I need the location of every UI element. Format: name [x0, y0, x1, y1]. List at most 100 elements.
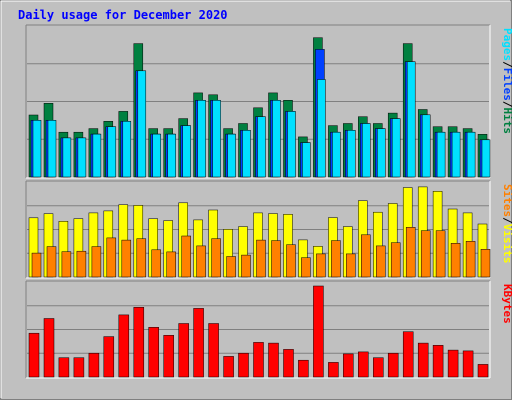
bar-pages-day-11	[182, 125, 191, 178]
bar-sites-day-14	[226, 256, 236, 278]
bar-pages-day-19	[302, 142, 311, 178]
bar-pages-day-1	[32, 120, 42, 178]
bar-kbytes-day-17	[268, 342, 279, 378]
bar-kbytes-day-31	[477, 364, 489, 378]
bar-kbytes-day-13	[208, 323, 219, 378]
legend-separator: /	[501, 101, 512, 108]
bar-kbytes-day-22	[343, 353, 354, 378]
legend-label-files: Files	[501, 68, 512, 101]
bar-pages-day-26	[406, 61, 416, 178]
bar-sites-day-28	[435, 230, 446, 278]
bar-kbytes-day-14	[223, 356, 234, 378]
panel-middle: Sites/Visits	[25, 180, 512, 279]
bar-pages-day-22	[347, 130, 356, 178]
bar-kbytes-day-30	[462, 350, 474, 378]
bar-pages-day-29	[451, 131, 461, 178]
bar-sites-day-26	[405, 227, 416, 278]
bar-pages-day-18	[287, 111, 296, 178]
panel-bottom: KBytes	[25, 280, 512, 379]
bar-kbytes-day-8	[133, 307, 145, 378]
legend-separator: /	[501, 61, 512, 68]
bar-sites-day-18	[286, 244, 296, 278]
bar-kbytes-day-20	[313, 285, 324, 378]
bar-pages-day-2	[47, 120, 57, 178]
bar-kbytes-day-7	[118, 314, 130, 378]
panel-top: Pages/Files/Hits	[25, 24, 512, 179]
bar-sites-day-1	[31, 252, 42, 278]
bar-pages-day-28	[436, 131, 446, 178]
bar-kbytes-day-26	[402, 331, 414, 378]
legend-separator: /	[501, 217, 512, 224]
bar-pages-day-20	[317, 79, 326, 178]
bar-sites-day-29	[450, 243, 461, 278]
bar-pages-day-15	[242, 130, 251, 178]
bar-kbytes-day-2	[43, 318, 55, 378]
bar-pages-day-3	[62, 137, 72, 178]
bar-kbytes-day-9	[148, 327, 159, 378]
bar-sites-day-2	[46, 246, 57, 278]
bar-pages-day-9	[152, 133, 161, 178]
legend-label-pages: Pages	[501, 28, 512, 61]
bar-pages-day-25	[391, 118, 401, 178]
bar-sites-day-22	[346, 253, 356, 278]
bar-sites-day-11	[181, 235, 191, 278]
chart-title: Daily usage for December 2020	[18, 8, 228, 22]
bar-sites-day-15	[241, 254, 251, 278]
bar-sites-day-6	[106, 237, 117, 278]
bar-sites-day-5	[91, 246, 102, 278]
bar-sites-day-19	[301, 257, 311, 278]
legend-label-visits: Visits	[501, 224, 512, 264]
bar-kbytes-day-24	[373, 357, 384, 378]
bar-pages-day-16	[257, 116, 266, 178]
bar-kbytes-day-5	[88, 352, 100, 378]
legend-label-hits: Hits	[501, 108, 512, 135]
bar-sites-day-24	[376, 245, 386, 278]
bar-kbytes-day-11	[178, 323, 189, 378]
bar-sites-day-12	[196, 245, 206, 278]
bar-pages-day-23	[362, 123, 371, 178]
panel-middle-legend: Sites/Visits	[501, 184, 512, 264]
panel-top-legend: Pages/Files/Hits	[501, 28, 512, 134]
bar-pages-day-10	[167, 133, 176, 178]
bar-pages-day-8	[137, 70, 147, 178]
bar-kbytes-day-29	[447, 349, 459, 378]
bar-kbytes-day-6	[103, 336, 115, 378]
bar-sites-day-8	[136, 238, 147, 278]
bar-sites-day-13	[211, 238, 221, 278]
bar-pages-day-17	[272, 100, 281, 178]
legend-label-sites: Sites	[501, 184, 512, 217]
bar-sites-day-10	[166, 251, 176, 278]
bar-kbytes-day-15	[238, 352, 249, 378]
bar-pages-day-12	[197, 100, 206, 178]
bar-sites-day-23	[361, 234, 371, 278]
bar-sites-day-16	[256, 239, 266, 278]
bar-kbytes-day-25	[387, 352, 399, 378]
bar-kbytes-day-27	[417, 342, 429, 378]
bar-pages-day-14	[227, 133, 236, 178]
bar-kbytes-day-23	[358, 351, 369, 378]
legend-label-kbytes: KBytes	[501, 284, 512, 324]
bar-kbytes-day-21	[328, 362, 339, 378]
bar-pages-day-7	[122, 121, 132, 178]
bar-pages-day-6	[107, 126, 117, 178]
bar-sites-day-21	[331, 240, 341, 278]
bar-sites-day-17	[271, 240, 281, 278]
bar-pages-day-30	[466, 131, 476, 178]
bar-pages-day-27	[421, 114, 431, 178]
bar-pages-day-24	[377, 128, 386, 178]
bar-sites-day-4	[76, 250, 87, 278]
bar-kbytes-day-10	[163, 335, 174, 378]
panel-bottom-legend: KBytes	[501, 284, 512, 324]
bar-pages-day-13	[212, 100, 221, 178]
bar-pages-day-21	[332, 131, 341, 178]
bar-kbytes-day-16	[253, 342, 264, 378]
bar-kbytes-day-19	[298, 359, 309, 378]
bar-sites-day-9	[151, 249, 161, 278]
bar-sites-day-3	[61, 251, 72, 278]
bar-pages-day-31	[481, 139, 491, 178]
bar-kbytes-day-28	[432, 345, 444, 378]
bar-sites-day-31	[480, 249, 491, 278]
bar-kbytes-day-12	[193, 308, 204, 378]
bar-sites-day-20	[316, 253, 326, 278]
